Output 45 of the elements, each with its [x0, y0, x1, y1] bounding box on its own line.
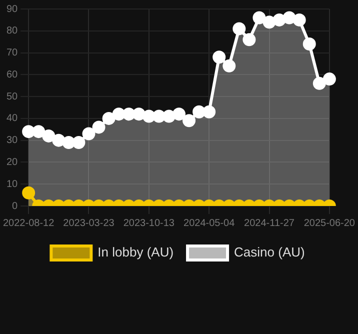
- point: [262, 16, 276, 29]
- point: [112, 108, 126, 121]
- point: [192, 105, 206, 118]
- x-tick-label: 2025-06-20: [304, 218, 356, 229]
- point: [82, 127, 96, 140]
- point: [172, 108, 186, 121]
- y-tick-label: 90: [6, 4, 18, 15]
- point: [52, 134, 66, 147]
- y-tick-label: 50: [6, 91, 18, 102]
- point: [282, 11, 296, 24]
- point: [322, 72, 336, 86]
- point: [212, 50, 226, 64]
- point: [22, 125, 36, 138]
- y-tick-label: 70: [6, 48, 18, 59]
- point: [182, 114, 196, 128]
- point: [302, 38, 316, 51]
- legend-label: In lobby (AU): [98, 244, 174, 260]
- y-tick-label: 60: [6, 69, 18, 80]
- x-tick-label: 2023-10-13: [123, 218, 175, 229]
- x-tick-label: 2024-05-04: [184, 218, 236, 229]
- point: [202, 105, 216, 118]
- y-tick-label: 40: [6, 113, 18, 124]
- y-tick-label: 30: [6, 135, 18, 146]
- y-tick-label: 80: [6, 26, 18, 37]
- point: [142, 110, 156, 123]
- x-tick-label: 2022-08-12: [3, 218, 55, 229]
- point: [222, 59, 236, 72]
- y-tick-label: 0: [12, 200, 18, 212]
- point: [102, 112, 116, 125]
- point: [162, 110, 176, 123]
- point: [32, 125, 46, 138]
- point: [92, 120, 106, 134]
- point: [132, 108, 146, 121]
- y-tick-label: 20: [6, 156, 18, 168]
- point: [242, 33, 256, 46]
- x-tick-label: 2024-11-27: [244, 218, 295, 229]
- point: [252, 11, 266, 24]
- point: [122, 108, 136, 121]
- legend-label: Casino (AU): [234, 244, 305, 260]
- point: [152, 110, 166, 123]
- point: [232, 22, 246, 36]
- x-tick-label: 2023-03-23: [63, 218, 115, 229]
- point: [312, 76, 326, 90]
- y-tick-label: 10: [6, 178, 18, 190]
- point: [42, 129, 56, 142]
